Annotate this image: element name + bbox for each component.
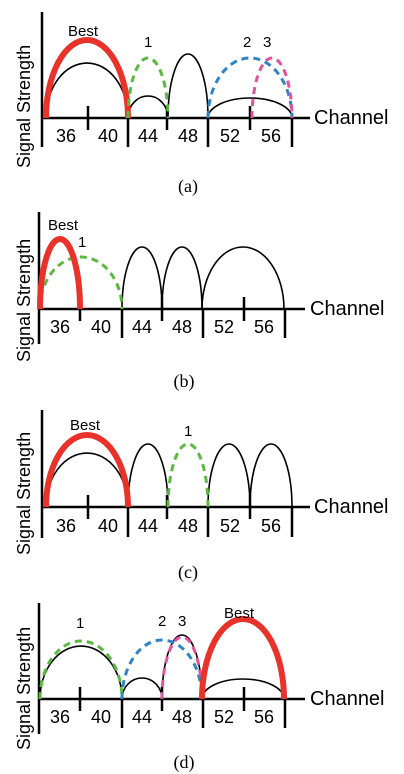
panel-caption: (b) — [174, 371, 195, 392]
channel-label: 48 — [178, 126, 198, 146]
x-axis-label: Channel — [310, 298, 385, 320]
channel-label: 48 — [172, 317, 192, 337]
interferer-1-arc — [166, 442, 210, 508]
marker-1: 1 — [184, 423, 192, 440]
marker-1: 1 — [76, 615, 84, 632]
panel-a: Signal Strength Best 1 2 3 Channel 36 40 — [14, 12, 389, 197]
y-axis-label: Signal Strength — [14, 239, 34, 362]
channel-label: 40 — [98, 126, 118, 146]
channel-label: 52 — [214, 707, 234, 727]
x-axis-label: Channel — [314, 107, 389, 129]
channel-label: 52 — [220, 516, 240, 536]
best-marker: Best — [48, 217, 79, 234]
channel-arc — [167, 53, 209, 119]
channel-arc — [207, 97, 293, 119]
channel-arc — [201, 246, 285, 310]
x-axis-label: Channel — [310, 688, 385, 710]
panel-caption: (c) — [178, 562, 198, 583]
channel-label: 36 — [50, 317, 70, 337]
channel-label: 44 — [132, 707, 152, 727]
channel-label: 36 — [56, 516, 76, 536]
channel-labels: 36 40 44 48 52 56 — [56, 126, 281, 146]
channel-arc — [121, 677, 163, 700]
channel-label: 44 — [132, 317, 152, 337]
channel-label: 44 — [138, 126, 158, 146]
channel-label: 56 — [261, 126, 281, 146]
y-axis-label: Signal Strength — [14, 45, 34, 168]
marker-2: 2 — [243, 34, 251, 51]
channel-label: 36 — [50, 707, 70, 727]
interferer-3-arc — [250, 56, 294, 119]
channel-arc — [249, 443, 293, 508]
channel-arc — [121, 246, 163, 310]
marker-3: 3 — [263, 34, 271, 51]
best-channel-arc — [199, 616, 287, 700]
interferer-3-arc — [160, 635, 204, 700]
panel-caption: (d) — [174, 752, 195, 773]
channel-label: 56 — [254, 317, 274, 337]
interferer-2-arc — [206, 56, 294, 119]
marker-3: 3 — [178, 613, 186, 630]
best-marker: Best — [70, 417, 101, 434]
channel-label: 56 — [261, 516, 281, 536]
channel-labels: 36 40 44 48 52 56 — [50, 317, 274, 337]
best-channel-arc — [37, 236, 83, 310]
channel-arc — [207, 443, 251, 508]
channel-label: 44 — [138, 516, 158, 536]
panel-d: Signal Strength 1 2 3 Best Channel 36 40… — [14, 603, 385, 773]
best-channel-arc — [43, 432, 131, 508]
channel-label: 40 — [91, 317, 111, 337]
best-channel-arc — [43, 37, 131, 119]
panel-b: Signal Strength Best 1 Channel 36 40 44 … — [14, 212, 385, 392]
channel-labels: 36 40 44 48 52 56 — [50, 707, 274, 727]
y-axis-label: Signal Strength — [14, 627, 34, 750]
interferer-1-arc — [38, 255, 124, 310]
best-marker: Best — [68, 23, 99, 40]
panel-c: Signal Strength Best 1 Channel 36 40 44 … — [14, 410, 389, 583]
x-axis-label: Channel — [314, 496, 389, 518]
best-marker: Best — [224, 605, 255, 622]
channel-label: 52 — [220, 126, 240, 146]
interferer-2-arc — [120, 638, 204, 700]
channel-label: 48 — [178, 516, 198, 536]
channel-label: 40 — [91, 707, 111, 727]
channel-arc — [201, 678, 285, 700]
channel-arc — [127, 443, 169, 508]
channel-labels: 36 40 44 48 52 56 — [56, 516, 281, 536]
channel-arc — [127, 95, 169, 119]
y-axis-label: Signal Strength — [14, 432, 34, 555]
channel-label: 52 — [214, 317, 234, 337]
channel-label: 36 — [56, 126, 76, 146]
interferer-1-arc — [126, 56, 170, 119]
marker-2: 2 — [158, 613, 166, 630]
channel-arc — [161, 246, 203, 310]
panel-caption: (a) — [178, 176, 198, 197]
interferer-1-arc — [38, 639, 124, 700]
marker-1: 1 — [144, 34, 152, 51]
marker-1: 1 — [78, 234, 86, 251]
channel-label: 40 — [98, 516, 118, 536]
channel-label: 48 — [172, 707, 192, 727]
channel-label: 56 — [254, 707, 274, 727]
